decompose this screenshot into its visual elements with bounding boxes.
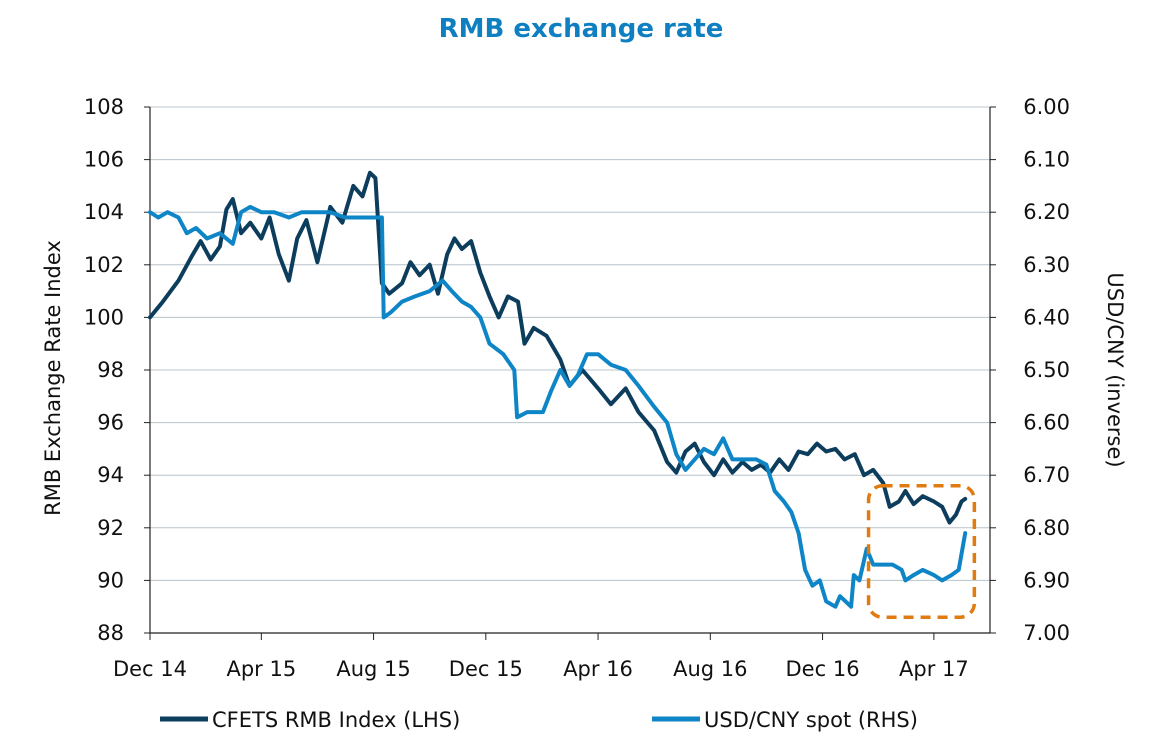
y-right-tick-label: 6.50 — [1023, 358, 1070, 382]
y-axis-left-title: RMB Exchange Rate Index — [41, 240, 65, 516]
x-tick-label: Dec 15 — [449, 657, 523, 681]
ticks-layer: 88 90 92 94 96 98 100 102 104 106 108 6.00 6.10 6.20 6… — [84, 95, 1070, 681]
x-tick-label: Dec 14 — [113, 657, 187, 681]
y-right-tick-label: 6.40 — [1023, 305, 1070, 329]
y-left-tick-label: 88 — [97, 621, 124, 645]
legend-label-cfets: CFETS RMB Index (LHS) — [212, 708, 460, 732]
y-right-tick-label: 6.30 — [1023, 253, 1070, 277]
y-right-tick-label: 6.70 — [1023, 463, 1070, 487]
x-tick-label: Aug 15 — [336, 657, 410, 681]
y-left-tick-label: 104 — [84, 200, 124, 224]
y-left-tick-label: 92 — [97, 516, 124, 540]
y-right-tick-label: 6.20 — [1023, 200, 1070, 224]
y-right-tick-label: 6.80 — [1023, 516, 1070, 540]
x-tick-label: Apr 17 — [899, 657, 969, 681]
chart-title: RMB exchange rate — [438, 14, 724, 44]
legend: CFETS RMB Index (LHS) USD/CNY spot (RHS) — [160, 708, 918, 732]
legend-label-usdcny: USD/CNY spot (RHS) — [704, 708, 918, 732]
x-tick-label: Apr 16 — [563, 657, 633, 681]
y-left-tick-label: 98 — [97, 358, 124, 382]
x-tick-label: Aug 16 — [673, 657, 747, 681]
y-left-tick-label: 94 — [97, 463, 124, 487]
series-layer — [148, 170, 968, 609]
y-left-tick-label: 100 — [84, 305, 124, 329]
annotation-layer — [866, 483, 977, 619]
series-line-cfets — [148, 170, 968, 525]
series-line-usdcny — [148, 204, 968, 609]
y-right-tick-label: 6.90 — [1023, 568, 1070, 592]
y-axis-right-title: USD/CNY (inverse) — [1103, 272, 1127, 467]
y-left-tick-label: 106 — [84, 148, 124, 172]
y-right-tick-label: 7.00 — [1023, 621, 1070, 645]
y-left-tick-label: 102 — [84, 253, 124, 277]
y-left-tick-label: 96 — [97, 411, 124, 435]
y-left-tick-label: 108 — [84, 95, 124, 119]
y-right-tick-label: 6.00 — [1023, 95, 1070, 119]
axes-layer — [144, 106, 996, 640]
y-left-tick-label: 90 — [97, 568, 124, 592]
highlight-box — [866, 483, 977, 619]
x-tick-label: Apr 15 — [226, 657, 296, 681]
y-right-tick-label: 6.10 — [1023, 148, 1070, 172]
x-tick-label: Dec 16 — [786, 657, 860, 681]
y-right-tick-label: 6.60 — [1023, 411, 1070, 435]
